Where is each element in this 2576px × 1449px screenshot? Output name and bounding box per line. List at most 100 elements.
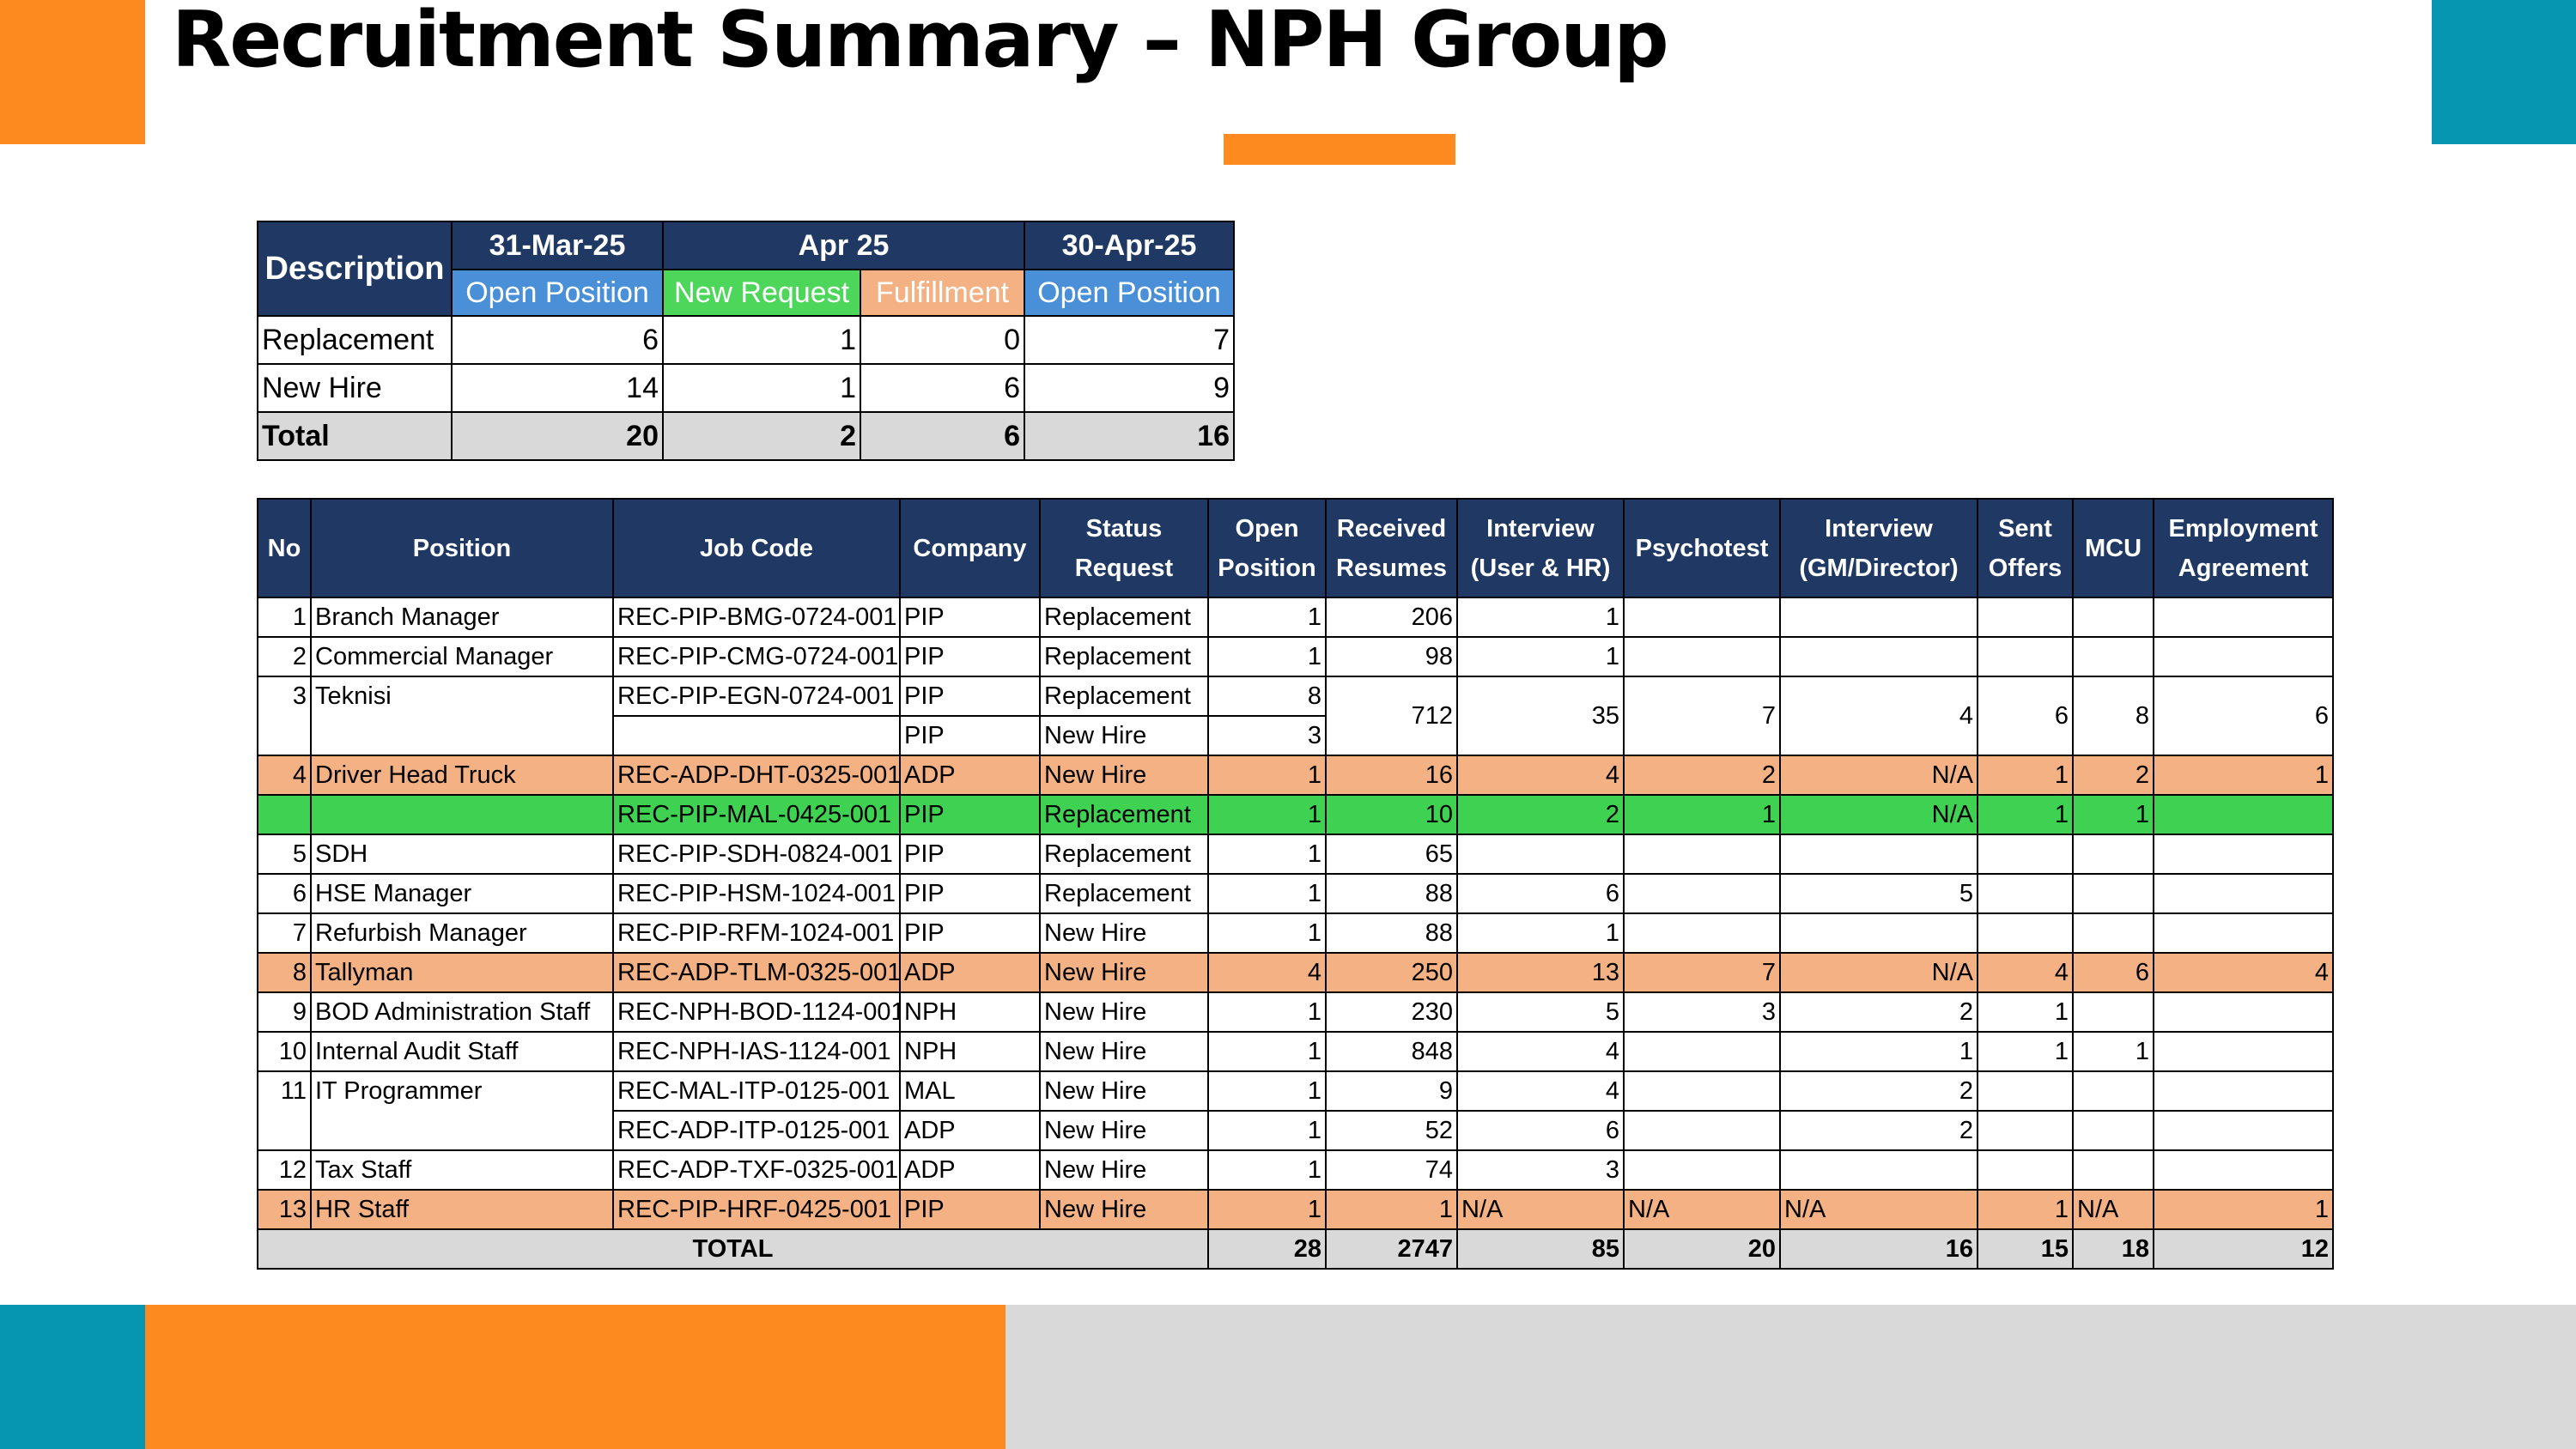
mcu-cell: 6 xyxy=(2072,952,2154,993)
mcu-cell xyxy=(2072,1070,2154,1112)
psychotest-cell: 7 xyxy=(1623,952,1781,993)
interview-user-hr-cell: 6 xyxy=(1456,1110,1625,1151)
table-row: 9 BOD Administration Staff REC-NPH-BOD-112… xyxy=(257,991,2334,1033)
row-number-cell: 12 xyxy=(257,1149,312,1191)
bottom-orange-bar xyxy=(145,1305,1005,1449)
open-cell: 1 xyxy=(1207,636,1327,677)
sent-offers-cell xyxy=(1977,1110,2074,1151)
row-number-cell: 3 xyxy=(257,676,312,756)
status-cell: New Hire xyxy=(1039,1189,1209,1230)
total-psychotest: 20 xyxy=(1623,1228,1781,1270)
top-right-teal-block xyxy=(2432,0,2576,144)
job-code-cell: REC-PIP-HSM-1024-001 xyxy=(612,873,901,914)
agreement-cell xyxy=(2153,873,2334,914)
position-cell: Teknisi xyxy=(310,676,614,756)
summary-row: Total 20 2 6 16 xyxy=(257,411,1236,461)
agreement-cell xyxy=(2153,1110,2334,1151)
company-cell: PIP xyxy=(899,636,1041,677)
open-cell: 1 xyxy=(1207,1110,1327,1151)
job-code-cell: REC-PIP-BMG-0724-001 xyxy=(612,597,901,638)
summary-cell: 6 xyxy=(451,315,664,365)
column-header: Status Request xyxy=(1039,498,1209,598)
psychotest-cell xyxy=(1623,1031,1781,1072)
open-cell: 1 xyxy=(1207,1149,1327,1191)
agreement-cell: 4 xyxy=(2153,952,2334,993)
agreement-cell: 1 xyxy=(2153,755,2334,796)
interview-gm-cell xyxy=(1779,834,1978,875)
job-code-cell: REC-PIP-EGN-0724-001 xyxy=(612,676,901,717)
table-row: 1 Branch Manager REC-PIP-BMG-0724-001 PIP Re… xyxy=(257,597,2334,638)
interview-user-hr-cell: 4 xyxy=(1456,755,1625,796)
job-code-cell: REC-PIP-HRF-0425-001 xyxy=(612,1189,901,1230)
job-code-cell: REC-ADP-DHT-0325-001 xyxy=(612,755,901,796)
received-cell: 9 xyxy=(1325,1070,1458,1112)
column-header: Interview (User & HR) xyxy=(1456,498,1625,598)
column-header: Sent Offers xyxy=(1977,498,2074,598)
interview-gm-cell: 1 xyxy=(1779,1031,1978,1072)
total-sent-offers: 15 xyxy=(1977,1228,2074,1270)
psychotest-cell: N/A xyxy=(1623,1189,1781,1230)
received-cell: 848 xyxy=(1325,1031,1458,1072)
status-cell: Replacement xyxy=(1039,676,1209,717)
table-row: 13 HR Staff REC-PIP-HRF-0425-001 PIP New Hir… xyxy=(257,1189,2334,1230)
total-agreement: 12 xyxy=(2153,1228,2334,1270)
interview-gm-cell: 2 xyxy=(1779,1070,1978,1112)
interview-user-hr-cell: 4 xyxy=(1456,1031,1625,1072)
company-cell: ADP xyxy=(899,1149,1041,1191)
summary-cell: 6 xyxy=(859,363,1026,413)
sent-offers-cell: 1 xyxy=(1977,1189,2074,1230)
received-cell: 1 xyxy=(1325,1189,1458,1230)
summary-row-label: Replacement xyxy=(257,315,453,365)
sent-offers-cell: 1 xyxy=(1977,991,2074,1033)
sent-offers-cell: 6 xyxy=(1977,676,2074,756)
status-cell: Replacement xyxy=(1039,597,1209,638)
received-cell: 52 xyxy=(1325,1110,1458,1151)
table-row: REC-PIP-MAL-0425-001 PIP Replacement 1 10 2 1 N… xyxy=(257,794,2334,835)
row-number-cell: 13 xyxy=(257,1189,312,1230)
mcu-cell xyxy=(2072,873,2154,914)
sent-offers-cell: 4 xyxy=(1977,952,2074,993)
job-code-cell: REC-PIP-RFM-1024-001 xyxy=(612,912,901,954)
status-cell: New Hire xyxy=(1039,755,1209,796)
company-cell: ADP xyxy=(899,1110,1041,1151)
interview-user-hr-cell: 4 xyxy=(1456,1070,1625,1112)
position-cell: Tallyman xyxy=(310,952,614,993)
company-cell: PIP xyxy=(899,597,1041,638)
psychotest-cell xyxy=(1623,1110,1781,1151)
mcu-cell: 1 xyxy=(2072,1031,2154,1072)
mcu-cell: N/A xyxy=(2072,1189,2154,1230)
row-number-cell: 1 xyxy=(257,597,312,638)
interview-gm-cell: N/A xyxy=(1779,755,1978,796)
summary-subheader-open-position: Open Position xyxy=(451,269,664,317)
summary-date-header: 30-Apr-25 xyxy=(1024,221,1236,270)
mcu-cell xyxy=(2072,1110,2154,1151)
summary-cell: 2 xyxy=(662,411,861,461)
company-cell: ADP xyxy=(899,755,1041,796)
column-header: MCU xyxy=(2072,498,2154,598)
page-title: Recruitment Summary – NPH Group xyxy=(172,0,1669,85)
summary-cell: 16 xyxy=(1024,411,1236,461)
psychotest-cell xyxy=(1623,636,1781,677)
job-code-cell: REC-ADP-ITP-0125-001 xyxy=(612,1110,901,1151)
open-cell: 4 xyxy=(1207,952,1327,993)
sent-offers-cell xyxy=(1977,1149,2074,1191)
company-cell: PIP xyxy=(899,1189,1041,1230)
summary-row: Replacement 6 1 0 7 xyxy=(257,315,1236,365)
sent-offers-cell xyxy=(1977,873,2074,914)
summary-cell: 1 xyxy=(662,315,861,365)
psychotest-cell xyxy=(1623,1070,1781,1112)
summary-date-header: 31-Mar-25 xyxy=(451,221,664,270)
psychotest-cell: 3 xyxy=(1623,991,1781,1033)
interview-gm-cell xyxy=(1779,597,1978,638)
summary-cell: 14 xyxy=(451,363,664,413)
row-number-cell: 6 xyxy=(257,873,312,914)
open-position-cell: 3 xyxy=(1207,715,1327,756)
column-header: No xyxy=(257,498,312,598)
received-cell: 250 xyxy=(1325,952,1458,993)
open-cell: 1 xyxy=(1207,912,1327,954)
mcu-cell xyxy=(2072,991,2154,1033)
status-cell: New Hire xyxy=(1039,1031,1209,1072)
column-header: Employment Agreement xyxy=(2153,498,2334,598)
position-cell: BOD Administration Staff xyxy=(310,991,614,1033)
summary-subheader-fulfillment: Fulfillment xyxy=(859,269,1026,317)
